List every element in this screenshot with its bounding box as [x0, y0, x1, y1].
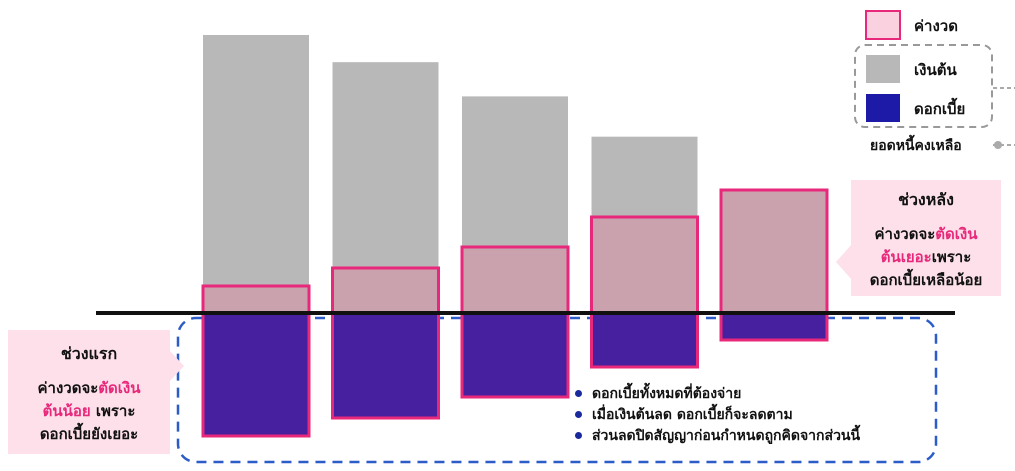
bullet-icon — [575, 389, 582, 397]
callout-early-line1-highlight: ตัดเงิน — [98, 379, 141, 397]
callout-early-line2-suffix: เพราะ — [90, 402, 136, 420]
callout-early-body: ค่างวดจะตัดเงิน ต้นน้อย เพราะ ดอกเบี้ยยั… — [8, 377, 170, 446]
note-text: ดอกเบี้ยทั้งหมดที่ต้องจ่าย — [592, 386, 742, 402]
callout-late-body: ค่างวดจะตัดเงิน ต้นเยอะเพราะ ดอกเบี้ยเหล… — [851, 223, 1001, 292]
callout-late-line3: ดอกเบี้ยเหลือน้อย — [869, 271, 983, 289]
interest-bar-5 — [719, 311, 829, 342]
legend-installment-swatch — [865, 10, 901, 40]
callout-early-pointer — [169, 350, 184, 382]
callout-late-line1-prefix: ค่างวดจะ — [874, 225, 936, 243]
callout-early-title: ช่วงแรก — [60, 344, 118, 363]
legend-remaining-balance-label: ยอดหนี้คงเหลือ — [870, 134, 962, 154]
interest-bar-2 — [331, 311, 440, 420]
legend-interest-swatch — [866, 94, 900, 122]
note-text: ส่วนลดปิดสัญญาก่อนกำหนดถูกคิดจากส่วนนี้ — [592, 428, 861, 444]
legend-principal-group-box — [854, 44, 993, 128]
bar-group — [201, 35, 829, 438]
interest-bar-4 — [590, 311, 699, 369]
note-text: เมื่อเงินต้นลด ดอกเบี้ยก็จะลดตาม — [592, 407, 793, 423]
callout-early-line2-highlight: ต้นน้อย — [42, 402, 91, 420]
callout-late-title: ช่วงหลัง — [898, 190, 954, 209]
legend-principal-label: เงินต้น — [914, 61, 957, 79]
installment-principal-bar-1 — [201, 284, 311, 315]
principal-bar-1 — [203, 35, 309, 313]
callout-late: ช่วงหลัง ค่างวดจะตัดเงิน ต้นเยอะเพราะ ดอ… — [851, 180, 1001, 296]
callout-late-pointer — [836, 244, 852, 280]
interest-bar-1 — [201, 311, 311, 438]
installment-principal-bar-3 — [460, 245, 570, 315]
callout-late-line2-highlight: ต้นเยอะ — [880, 248, 932, 266]
interest-notes: ดอกเบี้ยทั้งหมดที่ต้องจ่าย เมื่อเงินต้นล… — [575, 384, 975, 447]
note-item: ดอกเบี้ยทั้งหมดที่ต้องจ่าย — [575, 384, 975, 405]
legend: ค่างวด เงินต้น ดอกเบี้ย ยอดหนี้คงเหลือ — [854, 10, 1015, 154]
legend-installment-label: ค่างวด — [914, 17, 958, 35]
callout-late-line2-suffix: เพราะ — [931, 248, 972, 266]
callout-early-line3: ดอกเบี้ยยังเยอะ — [39, 425, 139, 443]
callout-late-line1-highlight: ตัดเงิน — [935, 225, 978, 243]
note-item: ส่วนลดปิดสัญญาก่อนกำหนดถูกคิดจากส่วนนี้ — [575, 426, 975, 447]
legend-principal-swatch — [866, 55, 900, 83]
installment-principal-bar-4 — [590, 215, 699, 315]
bullet-icon — [575, 431, 582, 439]
note-item: เมื่อเงินต้นลด ดอกเบี้ยก็จะลดตาม — [575, 405, 975, 426]
legend-interest-label: ดอกเบี้ย — [914, 97, 965, 118]
interest-bar-3 — [460, 311, 570, 399]
installment-principal-bar-5 — [719, 188, 829, 315]
callout-early-line1-prefix: ค่างวดจะ — [37, 379, 99, 397]
installment-principal-bar-2 — [331, 266, 440, 315]
bullet-icon — [575, 410, 582, 418]
legend-remaining-balance-marker — [994, 141, 1002, 149]
callout-early: ช่วงแรก ค่างวดจะตัดเงิน ต้นน้อย เพราะ ดอ… — [8, 330, 170, 454]
